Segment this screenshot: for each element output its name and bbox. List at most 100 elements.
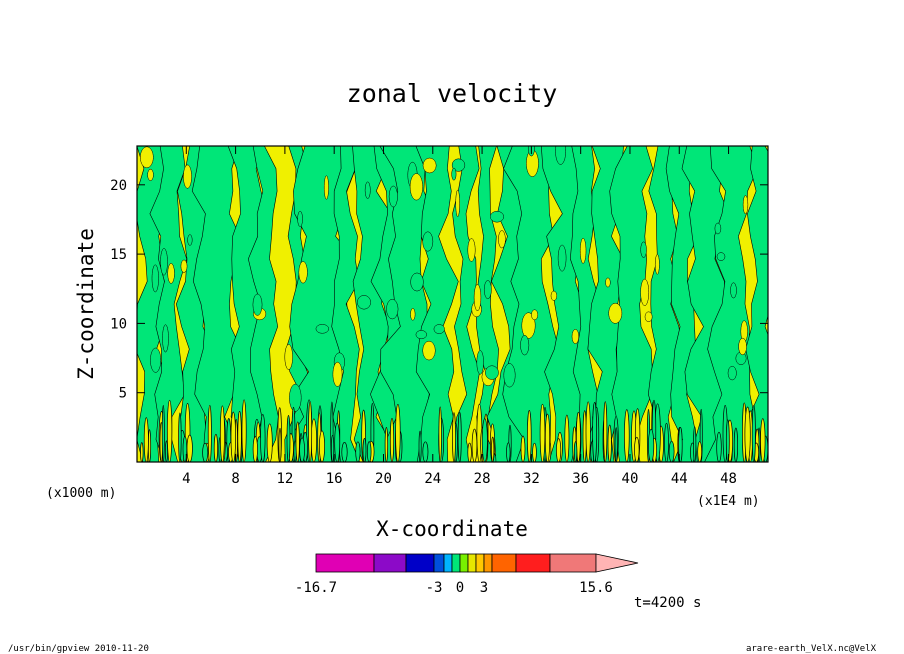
contour-cell: [315, 324, 329, 334]
colorbar-swatch: [549, 553, 597, 573]
contour-cell: [473, 284, 482, 312]
y-tick-label: 5: [119, 386, 127, 402]
negative-region: [609, 146, 654, 462]
surface-contour: [527, 410, 532, 462]
contour-cell: [640, 278, 650, 306]
surface-contour: [452, 412, 456, 462]
negative-region: [415, 146, 459, 462]
contour-cell: [455, 189, 460, 217]
surface-contour: [299, 437, 305, 462]
surface-contour: [624, 409, 630, 462]
surface-contour: [603, 401, 608, 462]
contour-cell: [409, 173, 423, 201]
contour-cell: [716, 252, 726, 261]
plot-frame: [136, 145, 769, 463]
surface-contour: [418, 430, 422, 462]
contour-cell: [422, 340, 436, 361]
contour-cell: [410, 272, 424, 292]
surface-contour: [362, 438, 367, 462]
surface-contour: [166, 399, 173, 462]
surface-contour: [143, 417, 149, 462]
surface-contour: [648, 428, 655, 462]
surface-contour: [422, 441, 429, 462]
surface-contour: [664, 422, 669, 462]
surface-contour: [286, 415, 291, 462]
surface-contour: [384, 427, 389, 462]
surface-contour: [331, 434, 335, 462]
surface-contour: [260, 414, 266, 462]
contour-cell: [433, 324, 445, 334]
contour-cell: [490, 210, 504, 223]
surface-contour: [556, 438, 562, 462]
surface-contour: [634, 436, 640, 462]
contour-cell: [727, 365, 737, 381]
surface-contour: [186, 434, 193, 462]
contour-cell: [167, 263, 175, 284]
contour-cell: [579, 237, 587, 264]
surface-contour: [539, 403, 546, 462]
colorbar-swatch: [373, 553, 407, 573]
colorbar-swatch: [315, 553, 375, 573]
surface-contour: [520, 435, 526, 462]
x-axis: 4 8 12 16 20 24 28 32 36 40 44 48: [182, 146, 737, 487]
x-tick-label: 28: [474, 471, 491, 487]
surface-contour: [585, 401, 591, 462]
surface-contour: [491, 436, 495, 462]
contour-cell: [183, 164, 192, 189]
surface-contour: [467, 442, 472, 462]
contour-cell: [289, 383, 302, 412]
negative-region: [744, 146, 768, 462]
surface-contour: [161, 404, 165, 462]
negative-region: [452, 146, 480, 462]
surface-contour: [207, 404, 212, 462]
surface-contour: [544, 413, 551, 462]
colorbar-swatch: [433, 553, 445, 573]
colorbar-swatch: [451, 553, 461, 573]
negative-region: [247, 146, 279, 462]
colorbar-tick-labels: -16.7 -3 0 3 15.6: [295, 580, 613, 596]
negative-region: [331, 146, 364, 462]
time-label: t=4200 s: [634, 595, 701, 611]
contour-cell: [140, 146, 154, 169]
colorbar-swatch: [405, 553, 435, 573]
surface-contour: [202, 442, 209, 462]
colorbar-swatch: [459, 553, 469, 573]
contour-cell: [608, 302, 623, 324]
colorbar-swatch: [483, 553, 493, 573]
surface-contour: [716, 431, 722, 462]
negative-region: [476, 146, 499, 462]
velocity-field: [137, 146, 768, 462]
x-unit-label: (x1E4 m): [697, 494, 760, 509]
footer-left: /usr/bin/gpview 2010-11-20: [8, 644, 149, 654]
contour-cell: [364, 181, 371, 199]
surface-contour: [607, 424, 612, 462]
negative-region: [149, 146, 188, 462]
surface-contour: [614, 427, 618, 462]
contour-cell: [531, 309, 539, 321]
contour-cell: [550, 290, 558, 301]
y-tick-label: 15: [110, 247, 127, 263]
contour-cell: [555, 146, 566, 165]
surface-contour: [457, 411, 462, 462]
x-tick-label: 32: [523, 471, 540, 487]
contour-cell: [521, 312, 536, 339]
contour-cell: [410, 308, 416, 321]
y-axis: 5 10 15 20: [110, 178, 768, 402]
contour-cell: [483, 280, 492, 300]
surface-contour: [355, 441, 361, 462]
contour-cell: [738, 337, 747, 356]
contour-cell: [467, 238, 476, 262]
surface-contour: [481, 418, 488, 462]
chart-title: zonal velocity: [347, 79, 558, 108]
contour-cell: [415, 330, 427, 340]
contour-cell: [451, 167, 457, 181]
surface-contour: [760, 418, 766, 462]
surface-contour: [319, 430, 325, 462]
surface-contour: [308, 401, 313, 462]
surface-contour: [678, 427, 683, 462]
colorbar-arrow: [595, 553, 639, 573]
colorbar-tick-label: 15.6: [579, 580, 613, 596]
contour-cell: [654, 254, 660, 275]
contour-cell: [498, 230, 506, 249]
